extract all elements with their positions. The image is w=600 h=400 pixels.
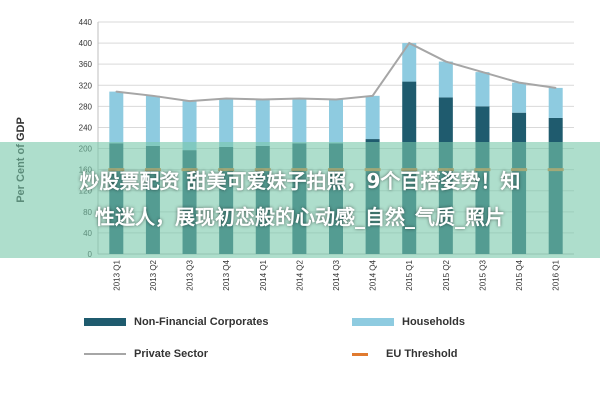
private-sector-point — [554, 87, 557, 89]
x-tick-label: 2013 Q3 — [186, 259, 195, 290]
bar-households — [402, 43, 417, 82]
legend-swatch — [352, 352, 368, 356]
private-sector-line — [115, 41, 557, 103]
private-sector-point — [115, 90, 118, 93]
watermark-banner — [0, 142, 600, 258]
private-sector-point — [188, 100, 191, 102]
y-tick-label: 360 — [79, 60, 93, 69]
bar-households — [548, 87, 563, 118]
y-tick-label: 400 — [79, 39, 93, 48]
legend: Non-Financial Corporates Households Priv… — [0, 306, 600, 366]
legend-item-households: Households — [352, 316, 465, 328]
x-tick-label: 2014 Q3 — [332, 259, 341, 290]
bar-households — [329, 99, 343, 144]
private-sector-point — [518, 81, 520, 84]
x-tick-label: 2013 Q1 — [112, 259, 121, 290]
private-sector-point — [261, 98, 264, 101]
x-tick-label: 2014 Q2 — [295, 259, 304, 290]
x-tick-label: 2015 Q3 — [478, 259, 487, 290]
y-tick-label: 440 — [79, 18, 93, 27]
legend-swatch — [352, 318, 394, 326]
bar-households — [475, 72, 490, 107]
legend-label: EU Threshold — [386, 348, 458, 360]
watermark-line-1: 炒股票配资 甜美可爱妹子拍照，9个百搭姿势！知 — [79, 169, 521, 193]
bar-households — [438, 61, 453, 98]
watermark-line-2: 性迷人，展现初恋般的心动感_自然_气质_照片 — [95, 205, 505, 229]
legend-label: Private Sector — [134, 348, 208, 360]
bar-households — [109, 91, 124, 144]
y-tick-label: 280 — [79, 102, 93, 111]
private-sector-point — [371, 95, 374, 97]
x-tick-label: 2013 Q2 — [149, 259, 158, 290]
legend-swatch — [84, 318, 126, 326]
x-tick-label: 2013 Q4 — [222, 259, 231, 290]
legend-item-non-financial-corporates: Non-Financial Corporates — [84, 316, 268, 328]
x-tick-label: 2014 Q1 — [259, 259, 268, 290]
x-tick-label: 2015 Q2 — [442, 259, 451, 290]
private-sector-point — [481, 71, 484, 73]
watermark-text: 炒股票配资 甜美可爱妹子拍照，9个百搭姿势！知 性迷人，展现初恋般的心动感_自然… — [0, 163, 600, 235]
private-sector-point — [445, 60, 447, 63]
x-tick-label: 2014 Q4 — [369, 259, 378, 290]
legend-swatch — [84, 353, 126, 355]
private-sector-point — [408, 42, 411, 44]
bar-households — [255, 99, 270, 146]
y-tick-label: 320 — [79, 81, 93, 90]
bar-households — [292, 98, 307, 144]
legend-label: Non-Financial Corporates — [134, 316, 269, 328]
x-tick-label: 2015 Q4 — [515, 259, 524, 290]
bar-households — [182, 101, 197, 151]
private-sector-point — [225, 97, 227, 100]
legend-item-eu-threshold: EU Threshold — [340, 348, 458, 360]
private-sector-point — [335, 98, 337, 101]
y-tick-label: 240 — [79, 123, 93, 132]
bar-households — [219, 98, 234, 147]
x-tick-label: 2016 Q1 — [552, 259, 561, 290]
private-sector-point — [298, 97, 301, 100]
bar-households — [512, 82, 527, 113]
private-sector-point — [152, 95, 154, 97]
x-tick-label: 2015 Q1 — [405, 259, 414, 290]
private-sector-line-path — [116, 41, 556, 103]
bar-households — [145, 95, 160, 146]
x-axis: 2013 Q1 2013 Q2 2013 Q3 2013 Q4 2014 Q1 2014 … — [112, 259, 560, 290]
legend-label: Households — [402, 316, 465, 328]
legend-item-private-sector: Private Sector — [84, 348, 208, 360]
bar-households — [365, 95, 380, 140]
